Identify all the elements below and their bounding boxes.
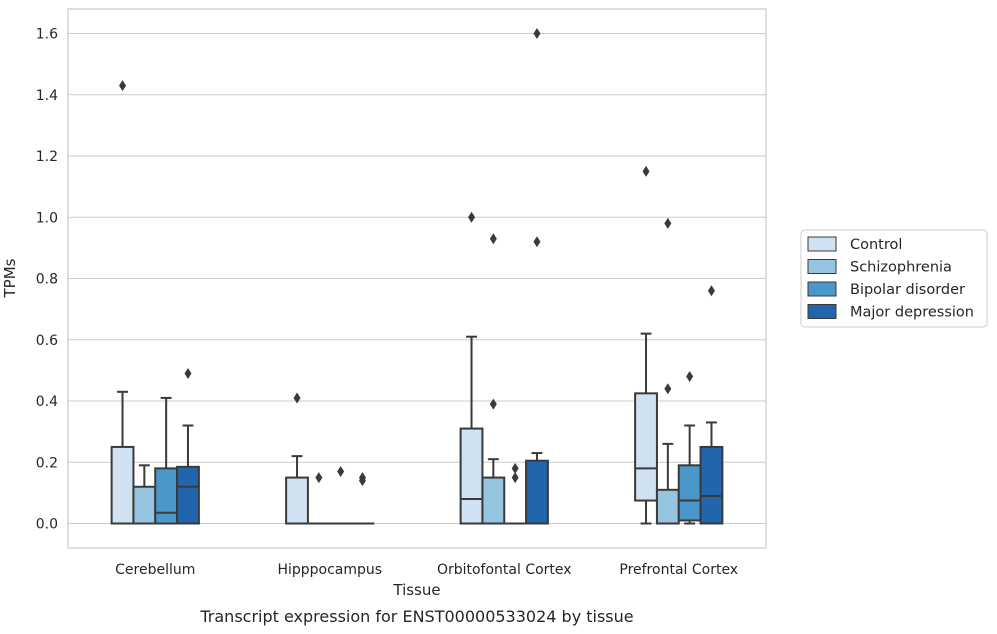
box-plot [677, 371, 702, 525]
box-iqr [132, 485, 157, 525]
x-tick-label: Cerebellum [115, 562, 195, 578]
box-plot [176, 367, 200, 525]
box-plot [306, 472, 331, 525]
y-axis-label: TPMs [1, 258, 19, 298]
y-tick-label: 0.2 [36, 455, 58, 471]
outlier-point [337, 465, 345, 477]
legend-label: Control [850, 237, 902, 253]
box-iqr [176, 465, 200, 525]
outlier-point [686, 371, 694, 382]
box-plot [459, 211, 484, 525]
box-iqr [459, 427, 484, 525]
legend-swatch [807, 281, 837, 297]
box-iqr [634, 392, 658, 502]
y-tick-label: 0.0 [36, 517, 58, 533]
chart-caption: Transcript expression for ENST0000053302… [199, 607, 633, 626]
legend-label: Schizophrenia [850, 260, 952, 276]
outlier-point [184, 367, 192, 379]
y-tick-label: 1.6 [36, 27, 58, 43]
outlier-point [533, 28, 541, 39]
outlier-point [664, 383, 672, 395]
box-plot [655, 217, 680, 525]
box-plot [285, 392, 309, 525]
outlier-point [293, 392, 301, 404]
outlier-point [664, 217, 672, 229]
plot-frame [67, 8, 767, 549]
box-plot [503, 462, 528, 525]
box-iqr [699, 445, 724, 525]
gridlines [68, 32, 766, 525]
box-plot [350, 472, 375, 525]
legend-swatch [807, 236, 837, 252]
y-tick-label: 0.6 [36, 333, 58, 349]
outlier-point [511, 472, 519, 484]
legend-swatch [807, 259, 837, 274]
legend-item: Bipolar disorder [807, 281, 965, 298]
box-plot [110, 80, 135, 525]
y-tick-label: 1.2 [36, 149, 58, 165]
box-iqr [481, 476, 506, 525]
y-tick-label: 0.4 [36, 394, 58, 410]
box-groups [110, 28, 724, 525]
box-plot [132, 464, 157, 525]
legend-label: Major depression [850, 305, 974, 321]
outlier-point [489, 233, 497, 245]
x-tick-label: Prefrontal Cortex [619, 562, 738, 578]
box-plot [634, 165, 658, 525]
legend-frame [800, 229, 988, 328]
legend-swatch [807, 304, 837, 319]
x-axis-label: Tissue [392, 581, 440, 599]
outlier-point [468, 211, 476, 223]
y-tick-labels: 0.0 0.2 0.4 0.6 0.8 1.0 1.2 1.4 1.6 [36, 27, 58, 533]
box-iqr [154, 467, 179, 525]
box-plot [699, 285, 724, 525]
outlier-point [489, 398, 497, 410]
legend-item: Schizophrenia [807, 259, 952, 276]
x-tick-label: Hipppocampus [277, 562, 382, 578]
outlier-point [315, 472, 323, 484]
box-iqr [110, 445, 135, 525]
x-tick-labels: Cerebellum Hipppocampus Orbitofontal Corte… [115, 562, 738, 578]
box-iqr [525, 459, 549, 525]
outlier-point [642, 165, 650, 177]
y-tick-label: 0.8 [36, 272, 58, 288]
legend-label: Bipolar disorder [850, 282, 965, 298]
outlier-point [358, 475, 366, 487]
box-plot [481, 233, 506, 525]
box-plot [154, 396, 179, 525]
box-iqr [285, 476, 309, 525]
legend: Control Schizophrenia Bipolar disorder Majo… [800, 229, 988, 328]
box-plot [328, 465, 353, 525]
box-iqr [655, 488, 680, 525]
y-tick-label: 1.0 [36, 210, 58, 226]
outlier-point [119, 80, 127, 92]
box-iqr [677, 464, 702, 522]
y-tick-label: 1.4 [36, 88, 58, 104]
x-tick-label: Orbitofontal Cortex [437, 562, 572, 578]
box-plot [525, 28, 549, 525]
legend-item: Control [807, 236, 902, 253]
outlier-point [533, 236, 541, 248]
legend-item: Major depression [807, 304, 974, 321]
outlier-point [511, 462, 519, 474]
outlier-point [707, 285, 715, 297]
